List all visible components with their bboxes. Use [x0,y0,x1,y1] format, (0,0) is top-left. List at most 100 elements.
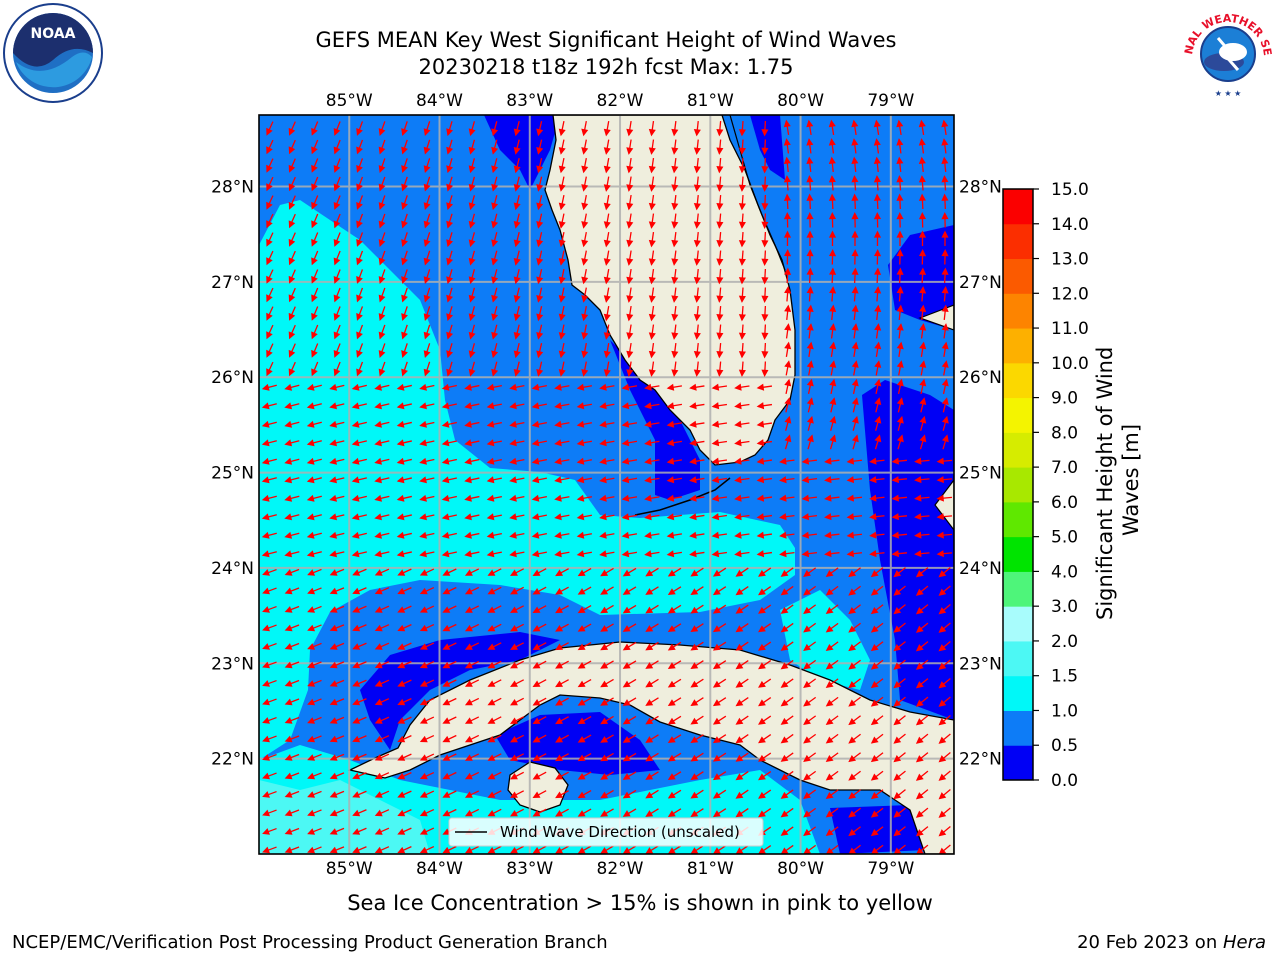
wind-arrow-head [352,698,361,706]
wind-arrow-head [666,513,675,521]
wind-arrow-head [329,513,338,521]
wind-arrow-head [941,156,949,165]
colorbar-tick-label: 10.0 [1051,354,1089,374]
wind-arrow-head [419,587,428,595]
wind-arrow-head [919,323,927,331]
wind-arrow-head [532,810,541,817]
wind-arrow-head [509,550,517,558]
wind-arrow-head [896,249,904,257]
wind-arrow-head [441,494,450,502]
wind-arrow-head [621,402,630,410]
wind-arrow-head [468,202,476,211]
wind-arrow-head [716,314,724,322]
lat-label-left: 25°N [211,464,254,484]
wind-arrow-head [284,698,293,706]
wind-arrow-head [622,717,631,725]
wind-arrow-head [577,791,586,799]
wind-arrow-head [603,147,611,155]
footer-host: Hera [1222,932,1266,953]
wind-arrow-head [442,587,451,595]
wind-arrow-head [644,494,652,502]
wind-arrow-head [761,314,769,322]
wind-arrow-head [536,295,544,303]
wind-arrow-head [780,717,789,725]
wind-arrow-head [397,791,406,798]
wind-arrow-head [874,360,882,368]
wind-arrow-head [397,717,406,724]
wind-arrow-head [599,439,607,447]
wind-arrow-head [783,230,792,238]
wind-arrow-head [531,550,540,558]
wind-arrow-head [329,846,338,854]
wind-arrow-head [531,476,540,484]
wind-arrow-head [667,680,676,688]
wind-arrow-head [716,166,724,174]
noaa-logo-text: NOAA [31,26,76,42]
wind-arrow-head [603,258,611,266]
wind-arrow-head [532,588,541,595]
wind-arrow-head [351,439,360,447]
wind-arrow-head [690,662,699,670]
lon-labels-bottom: 85°W 84°W 83°W 82°W 81°W 80°W 79°W [326,859,915,879]
wind-arrow-head [288,368,296,377]
wind-arrow-head [487,717,496,724]
wind-arrow-head [487,587,496,595]
wind-arrow-head [486,513,495,521]
wind-arrow-head [761,166,769,174]
wind-arrow-head [644,550,652,558]
wind-arrow-head [577,606,586,614]
land-florida-keys [634,477,731,516]
wind-arrow-head [532,773,541,780]
wind-arrow-head [738,351,746,359]
wind-arrow-head [311,257,318,266]
wind-arrow-head [284,402,293,410]
wind-arrow-head [378,276,386,284]
wind-arrow-head [648,313,656,322]
wind-arrow-head [645,625,654,632]
lon-label-top: 83°W [506,91,553,111]
wind-arrow-head [648,369,656,377]
wind-arrow-head [803,643,811,651]
wind-arrow-head [873,119,881,128]
wind-arrow-head [555,606,564,614]
wind-arrow-head [531,494,540,502]
wind-arrow-head [626,184,634,192]
wind-arrow-head [941,212,949,220]
wind-arrow-head [419,420,427,428]
wind-arrow-head [311,349,318,358]
wind-arrow-head [941,434,949,443]
wind-arrow-head [577,662,586,669]
wind-arrow-head [356,128,363,136]
wind-arrow-head [667,643,676,651]
colorbar-segment [1003,432,1033,468]
wind-arrow-head [442,680,451,687]
wind-arrow-head [851,360,859,368]
wind-arrow-head [509,606,518,613]
wind-arrow-head [311,183,318,192]
wind-arrow-head [266,312,273,321]
wind-arrow-head [536,258,544,266]
wind-arrow-head [693,295,701,303]
wind-arrow-head [941,249,949,257]
wind-arrow-head [441,476,450,484]
wind-arrow-head [825,588,834,596]
wind-arrow-head [825,791,834,800]
wind-arrow-head [581,276,589,285]
lon-label-bottom: 81°W [687,859,734,879]
wind-arrow-head [555,699,564,706]
wind-arrow-head [558,165,566,174]
wind-arrow-head [554,383,562,391]
wind-arrow-head [851,230,859,238]
wind-arrow-head [352,717,361,724]
wind-arrow-head [891,531,900,539]
wind-arrow-head [848,699,857,707]
wind-arrow-head [577,717,586,725]
wind-arrow-head [941,267,949,275]
wind-arrow-head [936,531,944,539]
wind-arrow-head [870,681,879,689]
wind-arrow-head [397,643,406,650]
wind-arrow-head [848,662,857,670]
wind-arrow-head [846,476,855,484]
wind-arrow-head [896,212,904,220]
wind-arrow-head [288,201,296,210]
